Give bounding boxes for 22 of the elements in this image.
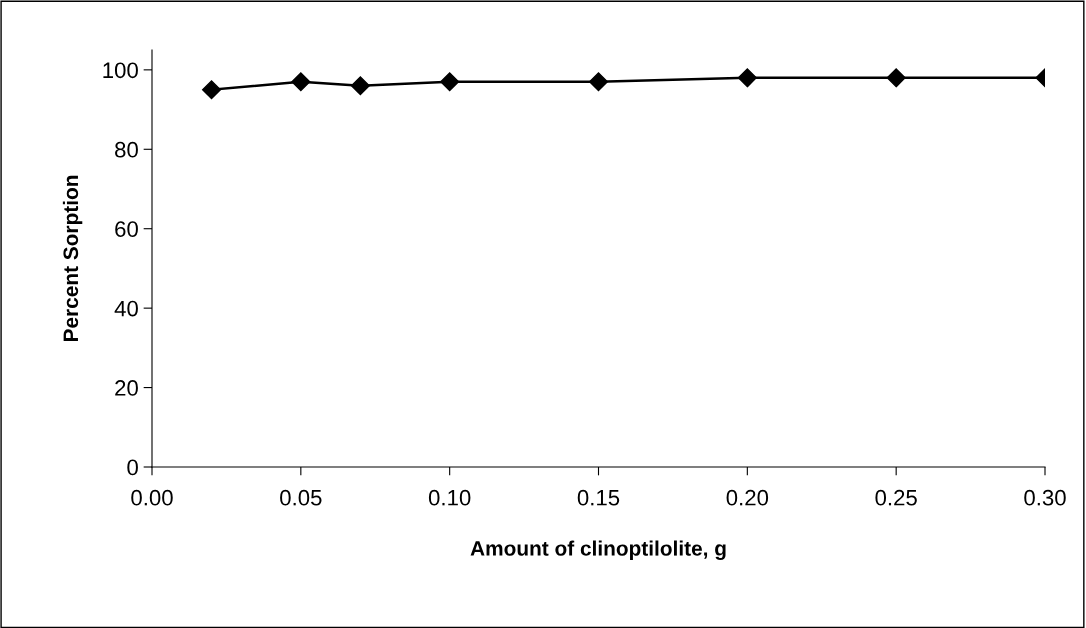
x-tick-label: 0.25	[875, 489, 917, 506]
x-tick-label: 0.05	[280, 489, 322, 506]
y-tick-label: 80	[115, 141, 138, 158]
point	[350, 76, 370, 96]
x-tick-label: 0.00	[131, 489, 173, 506]
x-tick-label: 0.30	[1024, 489, 1066, 506]
point	[737, 68, 757, 88]
y-tick-label: 20	[115, 380, 138, 396]
y-tick-label: 0	[127, 459, 138, 476]
x-axis-title: Amount of clinoptilolite, g	[470, 540, 726, 560]
point	[886, 68, 906, 88]
y-tick-label: 100	[103, 62, 138, 79]
point	[588, 72, 609, 92]
point	[201, 80, 222, 100]
point	[440, 72, 460, 92]
point	[291, 72, 311, 92]
y-axis-title: Percent Sorption	[62, 175, 83, 342]
x-tick-label: 0.15	[577, 489, 620, 506]
y-tick-label: 60	[115, 221, 138, 237]
y-tick-label: 40	[114, 300, 138, 317]
x-tick-label: 0.10	[428, 489, 471, 506]
x-tick-label: 0.20	[726, 489, 769, 506]
